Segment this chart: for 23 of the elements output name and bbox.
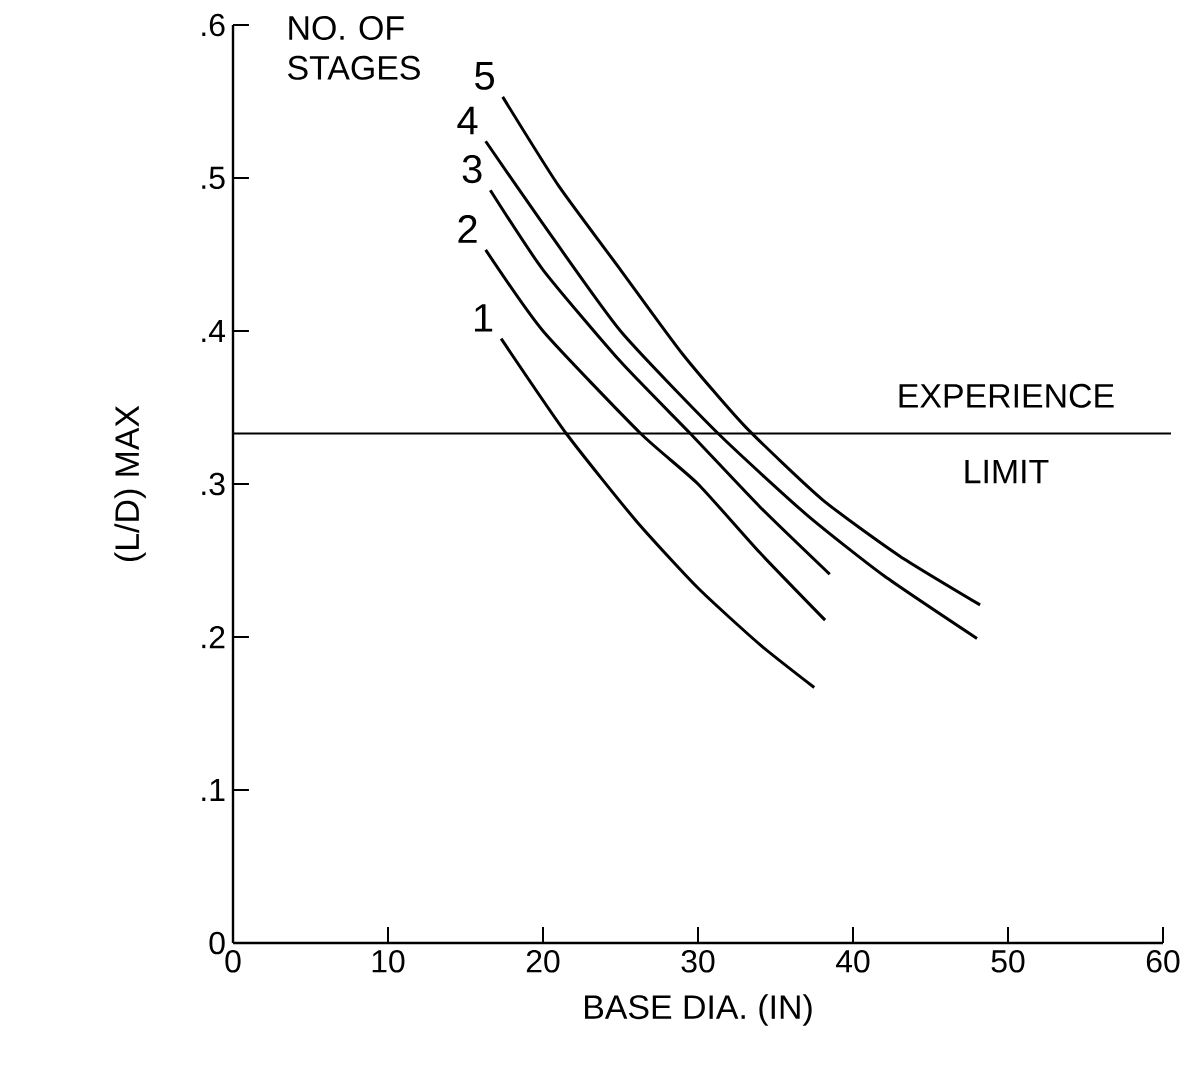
- series-label: 3: [462, 154, 482, 184]
- x-axis-title: BASE DIA. (IN): [585, 994, 812, 1026]
- x-tick-label: 60: [1146, 950, 1180, 973]
- series-label: 5: [475, 62, 494, 90]
- x-tick-label: 30: [681, 950, 715, 973]
- y-axis-title: (L/D) MAX: [114, 405, 146, 561]
- y-tick-label: .4: [202, 320, 226, 342]
- series-label: 4: [457, 106, 478, 135]
- y-tick-label: 0: [209, 931, 225, 955]
- y-tick-label: .2: [202, 625, 225, 649]
- x-tick-label: 50: [991, 950, 1025, 973]
- legend-title: NO. OF STAGES: [288, 16, 420, 80]
- x-tick-label: 10: [372, 950, 405, 973]
- series-label: 1: [474, 304, 493, 332]
- y-tick-label: .5: [202, 166, 225, 190]
- y-tick-label: .1: [202, 779, 225, 801]
- x-tick-label: 20: [526, 950, 560, 973]
- text: EXPERIENCE LIMIT: [899, 383, 1114, 484]
- x-tick-label: 0: [225, 950, 241, 973]
- y-tick-label: .3: [202, 472, 225, 496]
- x-tick-label: 40: [835, 950, 870, 973]
- series-label: 2: [458, 215, 477, 243]
- y-tick-label: .6: [202, 13, 225, 37]
